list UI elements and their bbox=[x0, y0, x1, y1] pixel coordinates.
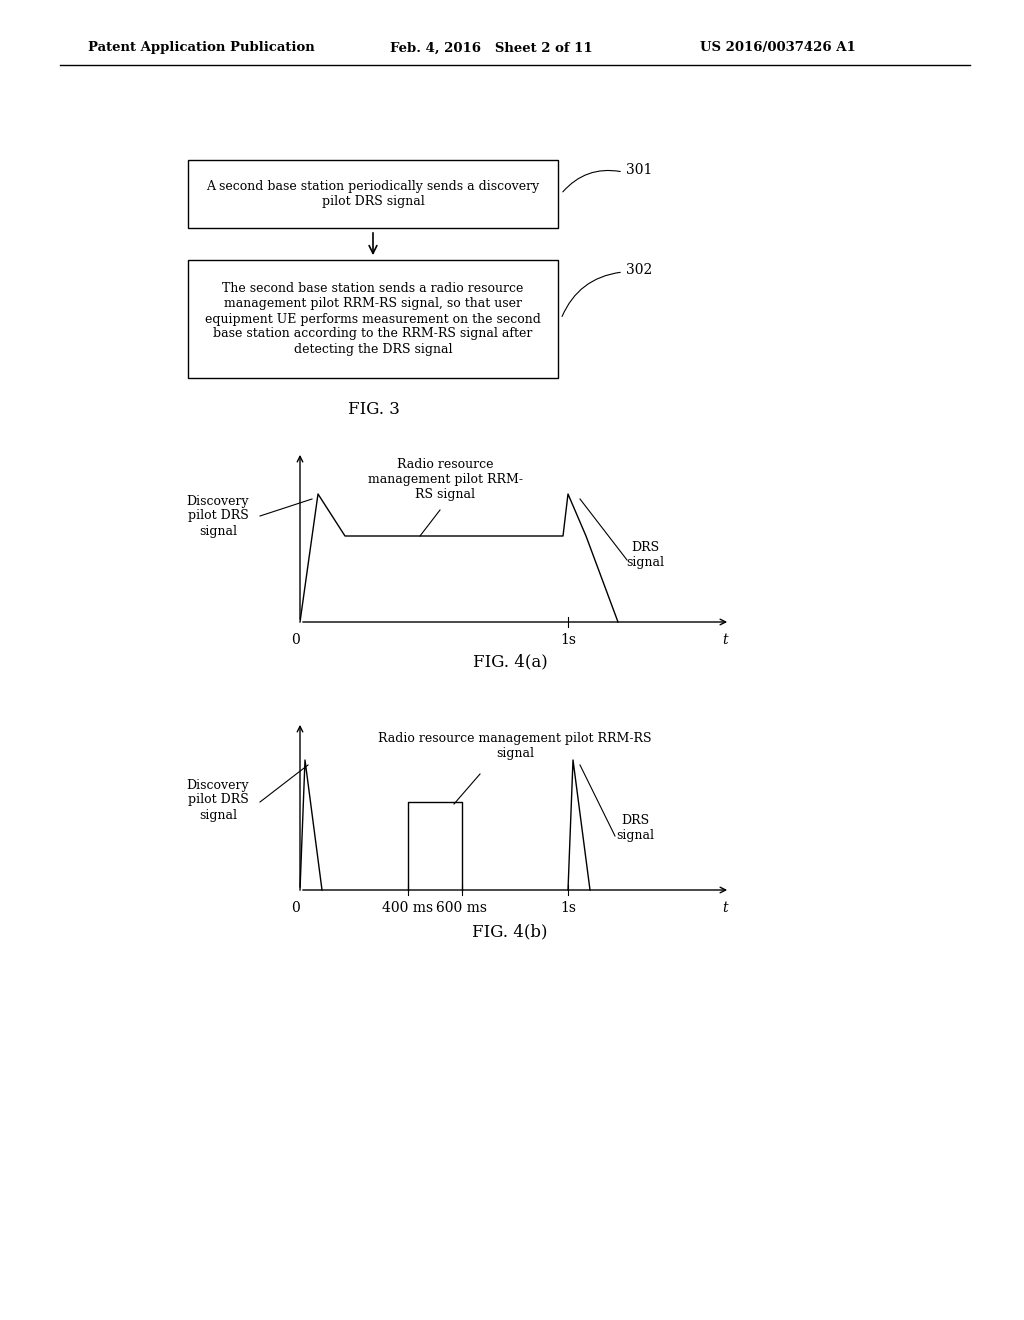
Text: FIG. 4(b): FIG. 4(b) bbox=[472, 924, 548, 940]
Text: Patent Application Publication: Patent Application Publication bbox=[88, 41, 314, 54]
Text: 1s: 1s bbox=[560, 902, 575, 915]
Text: 0: 0 bbox=[292, 634, 300, 647]
Text: t: t bbox=[722, 902, 728, 915]
Text: Radio resource
management pilot RRM-
RS signal: Radio resource management pilot RRM- RS … bbox=[368, 458, 522, 502]
Text: DRS
signal: DRS signal bbox=[626, 541, 664, 569]
Text: 400 ms: 400 ms bbox=[382, 902, 433, 915]
Text: 302: 302 bbox=[626, 263, 652, 277]
Text: Discovery
pilot DRS
signal: Discovery pilot DRS signal bbox=[186, 495, 249, 537]
Text: US 2016/0037426 A1: US 2016/0037426 A1 bbox=[700, 41, 856, 54]
Text: Feb. 4, 2016   Sheet 2 of 11: Feb. 4, 2016 Sheet 2 of 11 bbox=[390, 41, 593, 54]
Text: A second base station periodically sends a discovery
pilot DRS signal: A second base station periodically sends… bbox=[207, 180, 540, 209]
Text: DRS
signal: DRS signal bbox=[616, 814, 654, 842]
Text: 301: 301 bbox=[626, 162, 652, 177]
Text: Radio resource management pilot RRM-RS
signal: Radio resource management pilot RRM-RS s… bbox=[378, 733, 651, 760]
Text: Discovery
pilot DRS
signal: Discovery pilot DRS signal bbox=[186, 779, 249, 821]
Text: 1s: 1s bbox=[560, 634, 575, 647]
Text: The second base station sends a radio resource
management pilot RRM-RS signal, s: The second base station sends a radio re… bbox=[205, 282, 541, 355]
Bar bbox=[188, 160, 558, 228]
Text: t: t bbox=[722, 634, 728, 647]
Text: FIG. 3: FIG. 3 bbox=[348, 401, 400, 418]
Text: 600 ms: 600 ms bbox=[436, 902, 487, 915]
Bar bbox=[188, 260, 558, 378]
Text: 0: 0 bbox=[292, 902, 300, 915]
Text: FIG. 4(a): FIG. 4(a) bbox=[473, 653, 548, 671]
